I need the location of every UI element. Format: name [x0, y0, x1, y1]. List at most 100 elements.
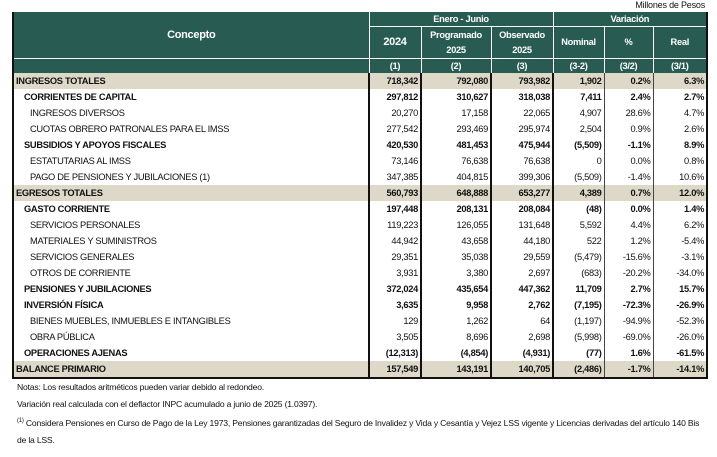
note-rounding: Notas: Los resultados aritméticos pueden…: [17, 382, 264, 392]
cell-value: 2.7%: [652, 89, 708, 105]
header-code: (2): [421, 58, 492, 73]
cell-value: 22,065: [489, 105, 554, 121]
row-label: INGRESOS TOTALES: [13, 73, 369, 89]
cell-value: 648,888: [420, 185, 491, 201]
cell-value: 475,944: [489, 137, 554, 153]
cell-value: -3.1%: [652, 249, 708, 265]
cell-value: 2,762: [489, 297, 554, 313]
table-row: SERVICIOS GENERALES 29,351 35,038 29,559 (5,…: [13, 249, 708, 265]
cell-value: 1.4%: [652, 201, 708, 217]
cell-value: -1.7%: [603, 361, 654, 379]
cell-value: 1,262: [420, 313, 491, 329]
table-row: EGRESOS TOTALES 560,793 648,888 653,277 4,38…: [13, 185, 708, 201]
cell-value: 29,351: [368, 249, 421, 265]
cell-value: 2.4%: [603, 89, 654, 105]
table-row: OPERACIONES AJENAS (12,313) (4,854) (4,931)…: [13, 345, 708, 361]
cell-value: 126,055: [420, 217, 491, 233]
cell-value: 3,380: [420, 265, 491, 281]
row-label: BALANCE PRIMARIO: [13, 361, 369, 379]
row-label: OPERACIONES AJENAS: [24, 348, 128, 358]
cell-value: 12.0%: [652, 185, 708, 201]
cell-value: 4,907: [552, 105, 605, 121]
cell-value: 522: [552, 233, 605, 249]
cell-value: 310,627: [420, 89, 491, 105]
cell-value: 560,793: [368, 185, 421, 201]
cell-value: -72.3%: [603, 297, 654, 313]
cell-value: 140,705: [489, 361, 554, 379]
row-label: MATERIALES Y SUMINISTROS: [30, 236, 157, 246]
table-row: BIENES MUEBLES, INMUEBLES E INTANGIBLES 1…: [13, 313, 708, 329]
cell-value: -34.0%: [652, 265, 708, 281]
cell-value: 43,658: [420, 233, 491, 249]
table-row: CORRIENTES DE CAPITAL 297,812 310,627 318,0…: [13, 89, 708, 105]
cell-value: 4.7%: [652, 105, 708, 121]
cell-value: 1.2%: [603, 233, 654, 249]
table-row: INGRESOS TOTALES 718,342 792,080 793,982 1,9…: [13, 73, 708, 89]
table-row: CUOTAS OBRERO PATRONALES PARA EL IMSS 277…: [13, 121, 708, 137]
table-row: SUBSIDIOS Y APOYOS FISCALES 420,530 481,45…: [13, 137, 708, 153]
cell-value: 2,697: [489, 265, 554, 281]
cell-value: 6.2%: [652, 217, 708, 233]
row-label: SERVICIOS PERSONALES: [30, 220, 141, 230]
cell-value: 2,698: [489, 329, 554, 345]
cell-value: 2.6%: [652, 121, 708, 137]
cell-value: 7,411: [552, 89, 605, 105]
cell-value: 4,389: [552, 185, 605, 201]
table-row: ESTATUTARIAS AL IMSS 73,146 76,638 76,638 0 0…: [13, 153, 708, 169]
header-code: (3/2): [604, 58, 654, 73]
cell-value: 10.6%: [652, 169, 708, 185]
cell-value: 73,146: [368, 153, 421, 169]
cell-value: 3,505: [368, 329, 421, 345]
cell-value: 11,709: [552, 281, 605, 297]
table-row: PENSIONES Y JUBILACIONES 372,024 435,654 44…: [13, 281, 708, 297]
cell-value: (4,854): [420, 345, 491, 361]
cell-value: 297,812: [368, 89, 421, 105]
cell-value: (683): [552, 265, 605, 281]
cell-value: 420,530: [368, 137, 421, 153]
cell-value: -52.3%: [652, 313, 708, 329]
units-label: Millones de Pesos: [635, 0, 705, 10]
cell-value: 0.7%: [603, 185, 654, 201]
cell-value: 208,131: [420, 201, 491, 217]
row-label: PAGO DE PENSIONES Y JUBILACIONES (1): [30, 172, 210, 182]
cell-value: 76,638: [489, 153, 554, 169]
note-deflator: Variación real calculada con el deflacto…: [17, 399, 318, 409]
row-label: OBRA PÚBLICA: [30, 332, 95, 342]
header-col: Nominal: [553, 26, 605, 59]
cell-value: 29,559: [489, 249, 554, 265]
cell-value: -20.2%: [603, 265, 654, 281]
cell-value: 131,648: [489, 217, 554, 233]
cell-value: (48): [552, 201, 605, 217]
cell-value: -14.1%: [652, 361, 708, 379]
header-col: Observado 2025: [491, 26, 554, 59]
header-period: Enero - Junio: [369, 12, 554, 27]
cell-value: (12,313): [368, 345, 421, 361]
cell-value: 15.7%: [652, 281, 708, 297]
cell-value: 20,270: [368, 105, 421, 121]
header-spacer: [13, 58, 370, 73]
table-row: SERVICIOS PERSONALES 119,223 126,055 131,64…: [13, 217, 708, 233]
cell-value: 0.8%: [652, 153, 708, 169]
cell-value: 8,696: [420, 329, 491, 345]
cell-value: -94.9%: [603, 313, 654, 329]
row-label: OTROS DE CORRIENTE: [30, 268, 131, 278]
footnote-mark: (1): [17, 418, 24, 424]
table-row: MATERIALES Y SUMINISTROS 44,942 43,658 44,1…: [13, 233, 708, 249]
row-label: SUBSIDIOS Y APOYOS FISCALES: [24, 140, 167, 150]
cell-value: -26.0%: [652, 329, 708, 345]
cell-value: -1.1%: [603, 137, 654, 153]
cell-value: 157,549: [368, 361, 421, 379]
cell-value: 1.6%: [603, 345, 654, 361]
cell-value: 792,080: [420, 73, 491, 89]
row-label: CORRIENTES DE CAPITAL: [24, 92, 137, 102]
cell-value: (1,197): [552, 313, 605, 329]
cell-value: 318,038: [489, 89, 554, 105]
header-variation: Variación: [553, 12, 708, 27]
cell-value: 5,592: [552, 217, 605, 233]
cell-value: 0.0%: [603, 153, 654, 169]
cell-value: 295,974: [489, 121, 554, 137]
cell-value: 44,180: [489, 233, 554, 249]
header-code: (1): [369, 58, 422, 73]
row-label: INGRESOS DIVERSOS: [30, 108, 125, 118]
cell-value: 143,191: [420, 361, 491, 379]
